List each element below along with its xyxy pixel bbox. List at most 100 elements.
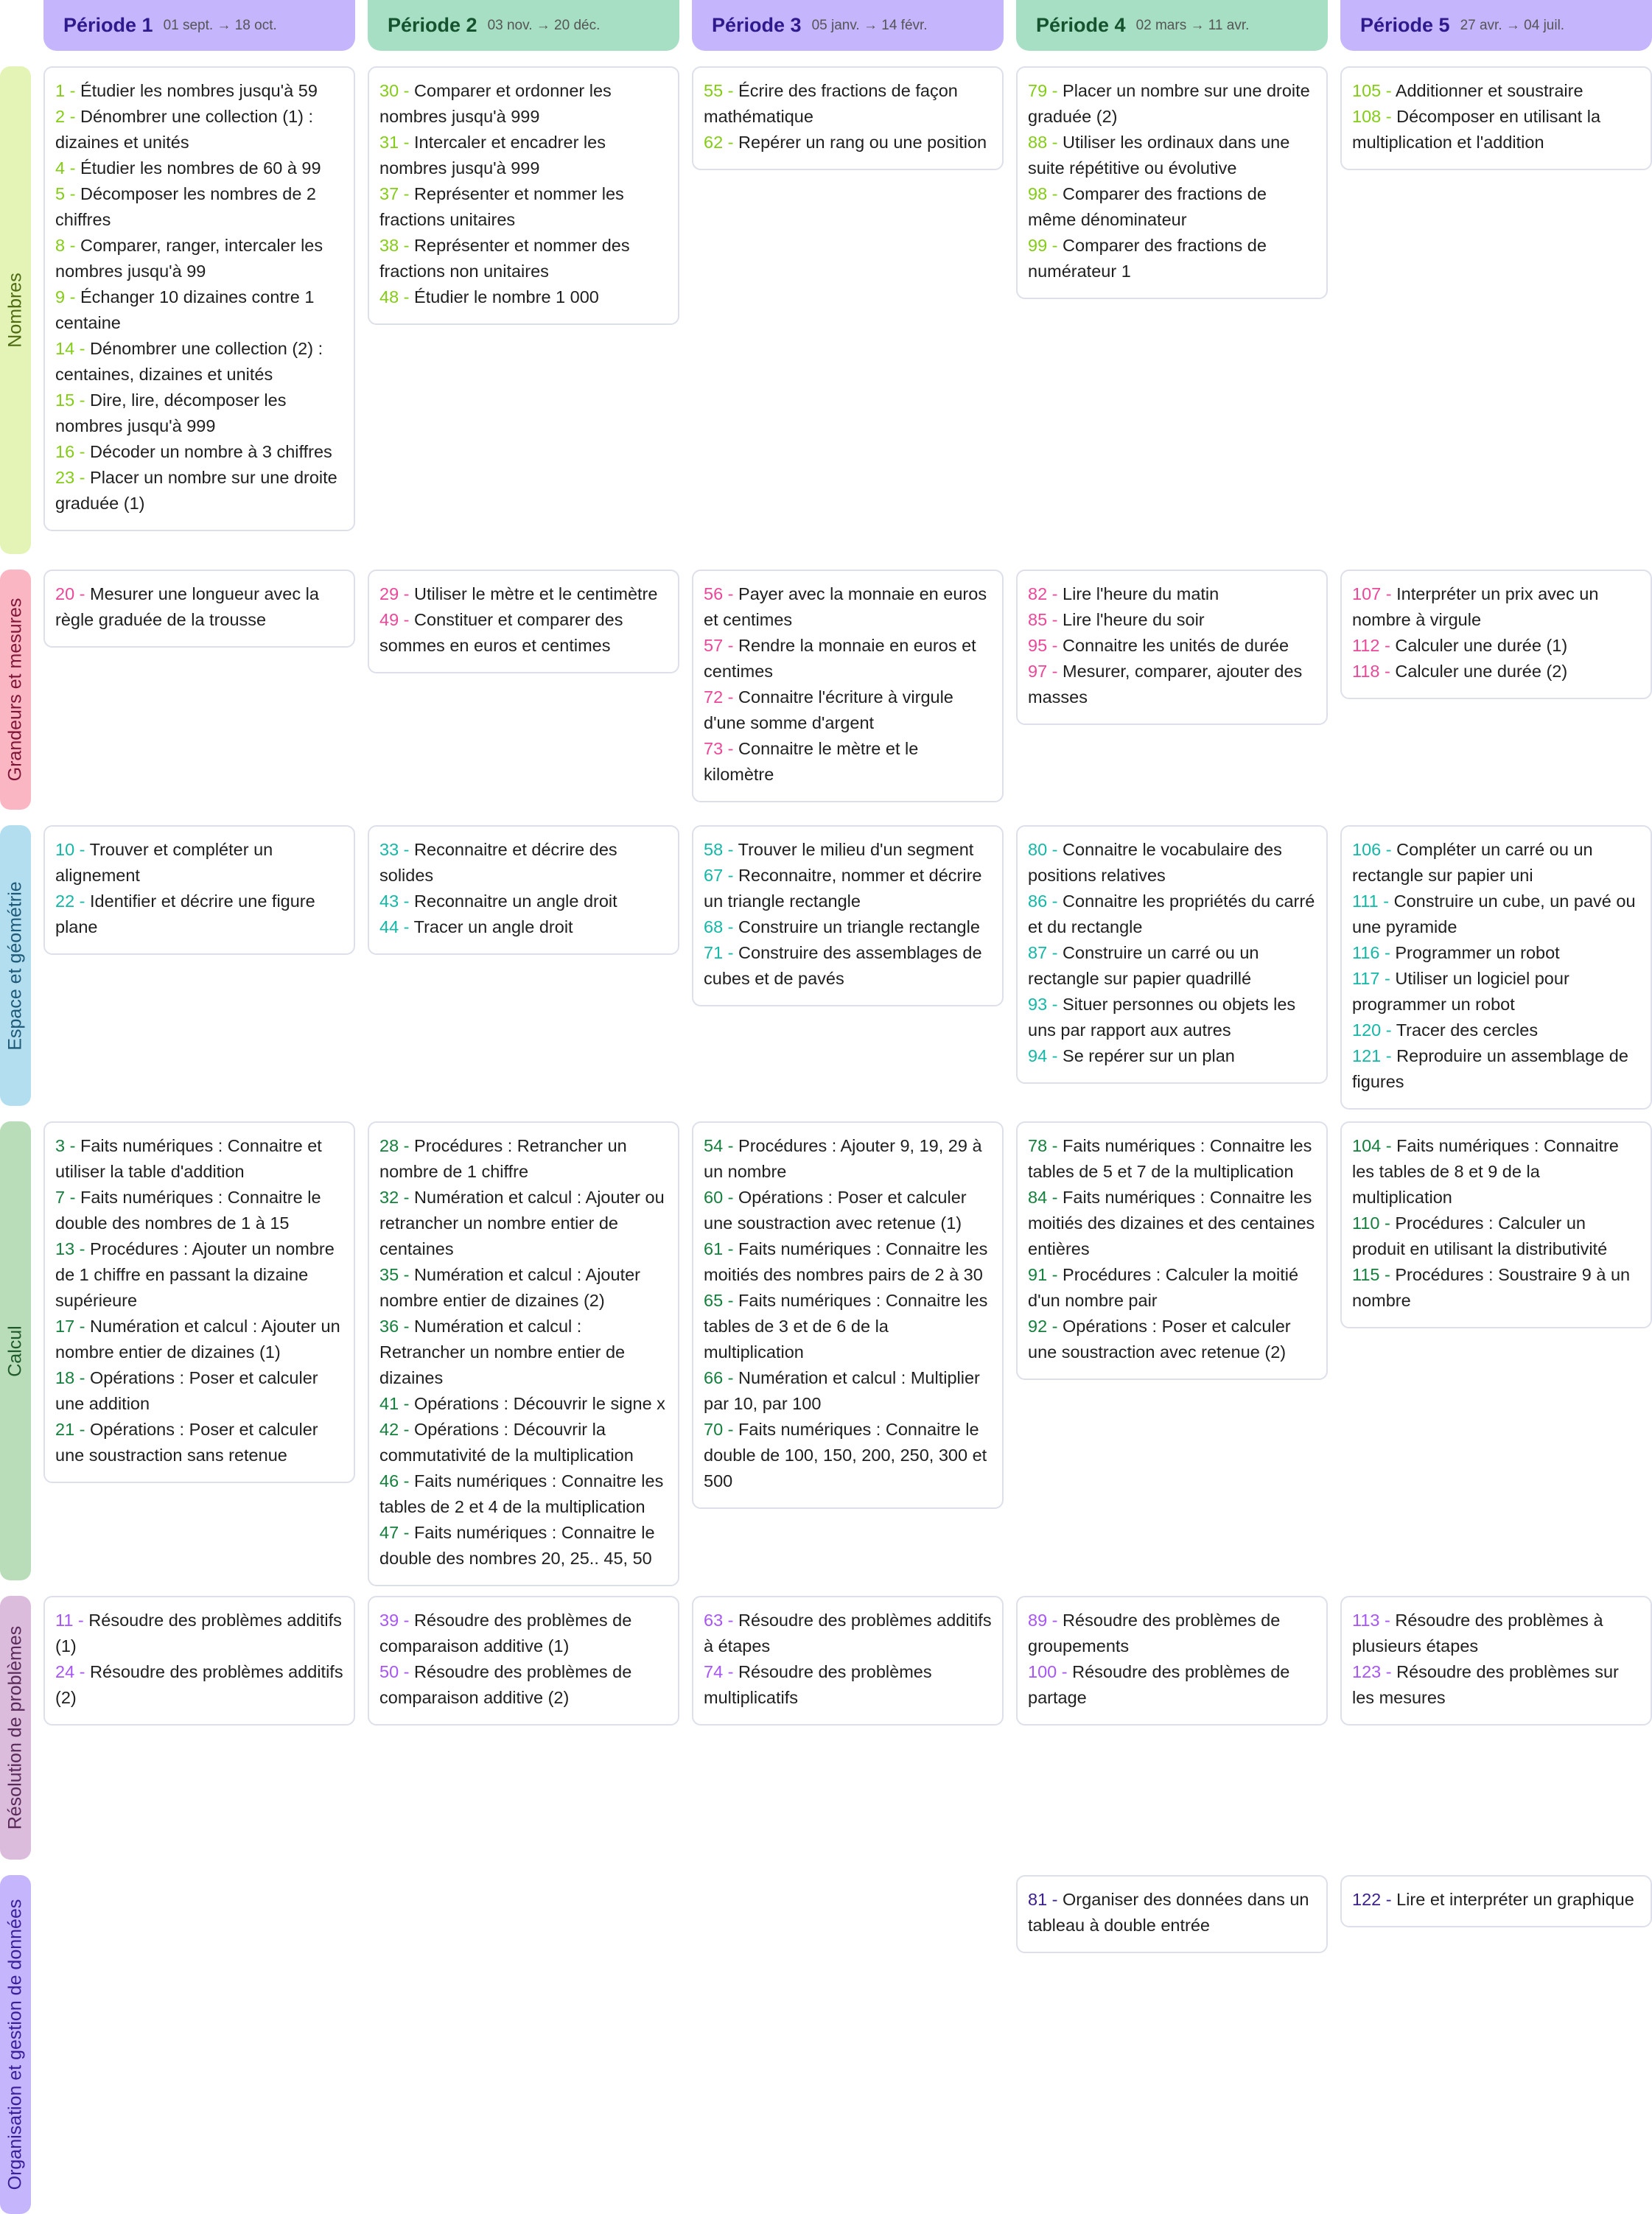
lesson-item[interactable]: 60 - Opérations : Poser et calculer une … xyxy=(704,1185,992,1236)
lesson-item[interactable]: 108 - Décomposer en utilisant la multipl… xyxy=(1352,104,1640,155)
lesson-item[interactable]: 91 - Procédures : Calculer la moitié d'u… xyxy=(1028,1262,1316,1314)
lesson-item[interactable]: 21 - Opérations : Poser et calculer une … xyxy=(55,1417,343,1468)
domain-period-cell: 1 - Étudier les nombres jusqu'à 59 2 - Dé… xyxy=(43,66,355,554)
lesson-item[interactable]: 1 - Étudier les nombres jusqu'à 59 xyxy=(55,78,343,104)
lesson-item[interactable]: 57 - Rendre la monnaie en euros et centi… xyxy=(704,633,992,684)
lesson-item[interactable]: 72 - Connaitre l'écriture à virgule d'un… xyxy=(704,684,992,736)
lesson-item[interactable]: 28 - Procédures : Retrancher un nombre d… xyxy=(379,1133,668,1185)
lesson-item[interactable]: 17 - Numération et calcul : Ajouter un n… xyxy=(55,1314,343,1365)
lesson-item[interactable]: 117 - Utiliser un logiciel pour programm… xyxy=(1352,966,1640,1017)
lesson-item[interactable]: 55 - Écrire des fractions de façon mathé… xyxy=(704,78,992,130)
lesson-item[interactable]: 23 - Placer un nombre sur une droite gra… xyxy=(55,465,343,516)
lesson-item[interactable]: 68 - Construire un triangle rectangle xyxy=(704,914,992,940)
lesson-item[interactable]: 78 - Faits numériques : Connaitre les ta… xyxy=(1028,1133,1316,1185)
lesson-item[interactable]: 104 - Faits numériques : Connaitre les t… xyxy=(1352,1133,1640,1211)
lesson-item[interactable]: 36 - Numération et calcul : Retrancher u… xyxy=(379,1314,668,1391)
lesson-item[interactable]: 8 - Comparer, ranger, intercaler les nom… xyxy=(55,233,343,284)
lesson-item[interactable]: 111 - Construire un cube, un pavé ou une… xyxy=(1352,889,1640,940)
lesson-item[interactable]: 99 - Comparer des fractions de numérateu… xyxy=(1028,233,1316,284)
lesson-item[interactable]: 35 - Numération et calcul : Ajouter nomb… xyxy=(379,1262,668,1314)
lesson-item[interactable]: 110 - Procédures : Calculer un produit e… xyxy=(1352,1211,1640,1262)
lesson-item[interactable]: 32 - Numération et calcul : Ajouter ou r… xyxy=(379,1185,668,1262)
lesson-item[interactable]: 62 - Repérer un rang ou une position xyxy=(704,130,992,155)
lesson-item[interactable]: 47 - Faits numériques : Connaitre le dou… xyxy=(379,1520,668,1572)
lesson-item[interactable]: 38 - Représenter et nommer des fractions… xyxy=(379,233,668,284)
lesson-item[interactable]: 56 - Payer avec la monnaie en euros et c… xyxy=(704,581,992,633)
lesson-item[interactable]: 31 - Intercaler et encadrer les nombres … xyxy=(379,130,668,181)
lesson-item[interactable]: 15 - Dire, lire, décomposer les nombres … xyxy=(55,388,343,439)
lesson-item[interactable]: 13 - Procédures : Ajouter un nombre de 1… xyxy=(55,1236,343,1314)
lesson-item[interactable]: 73 - Connaitre le mètre et le kilomètre xyxy=(704,736,992,788)
lesson-item[interactable]: 66 - Numération et calcul : Multiplier p… xyxy=(704,1365,992,1417)
lesson-item[interactable]: 9 - Échanger 10 dizaines contre 1 centai… xyxy=(55,284,343,336)
lesson-item[interactable]: 71 - Construire des assemblages de cubes… xyxy=(704,940,992,992)
lesson-item[interactable]: 20 - Mesurer une longueur avec la règle … xyxy=(55,581,343,633)
lesson-item[interactable]: 120 - Tracer des cercles xyxy=(1352,1017,1640,1043)
lesson-item[interactable]: 118 - Calculer une durée (2) xyxy=(1352,659,1640,684)
lesson-item[interactable]: 7 - Faits numériques : Connaitre le doub… xyxy=(55,1185,343,1236)
lesson-item[interactable]: 93 - Situer personnes ou objets les uns … xyxy=(1028,992,1316,1043)
lesson-item[interactable]: 81 - Organiser des données dans un table… xyxy=(1028,1887,1316,1938)
lesson-item[interactable]: 42 - Opérations : Découvrir la commutati… xyxy=(379,1417,668,1468)
lesson-item[interactable]: 85 - Lire l'heure du soir xyxy=(1028,607,1316,633)
lesson-item[interactable]: 30 - Comparer et ordonner les nombres ju… xyxy=(379,78,668,130)
lesson-item[interactable]: 43 - Reconnaitre un angle droit xyxy=(379,889,668,914)
lesson-item[interactable]: 61 - Faits numériques : Connaitre les mo… xyxy=(704,1236,992,1288)
lesson-item[interactable]: 2 - Dénombrer une collection (1) : dizai… xyxy=(55,104,343,155)
lesson-item[interactable]: 63 - Résoudre des problèmes additifs à é… xyxy=(704,1608,992,1659)
lesson-item[interactable]: 84 - Faits numériques : Connaitre les mo… xyxy=(1028,1185,1316,1262)
lesson-item[interactable]: 29 - Utiliser le mètre et le centimètre xyxy=(379,581,668,607)
lesson-item[interactable]: 113 - Résoudre des problèmes à plusieurs… xyxy=(1352,1608,1640,1659)
lesson-item[interactable]: 98 - Comparer des fractions de même déno… xyxy=(1028,181,1316,233)
lesson-item[interactable]: 107 - Interpréter un prix avec un nombre… xyxy=(1352,581,1640,633)
lesson-item[interactable]: 122 - Lire et interpréter un graphique xyxy=(1352,1887,1640,1913)
lesson-item[interactable]: 70 - Faits numériques : Connaitre le dou… xyxy=(704,1417,992,1494)
lesson-title: Faits numériques : Connaitre les tables … xyxy=(704,1291,988,1362)
lesson-separator: - xyxy=(1381,1046,1397,1065)
lesson-item[interactable]: 123 - Résoudre des problèmes sur les mes… xyxy=(1352,1659,1640,1711)
lesson-item[interactable]: 95 - Connaitre les unités de durée xyxy=(1028,633,1316,659)
lesson-item[interactable]: 74 - Résoudre des problèmes multiplicati… xyxy=(704,1659,992,1711)
lesson-item[interactable]: 24 - Résoudre des problèmes additifs (2) xyxy=(55,1659,343,1711)
lesson-item[interactable]: 97 - Mesurer, comparer, ajouter des mass… xyxy=(1028,659,1316,710)
lesson-item[interactable]: 14 - Dénombrer une collection (2) : cent… xyxy=(55,336,343,388)
lesson-item[interactable]: 46 - Faits numériques : Connaitre les ta… xyxy=(379,1468,668,1520)
lesson-item[interactable]: 82 - Lire l'heure du matin xyxy=(1028,581,1316,607)
lesson-item[interactable]: 121 - Reproduire un assemblage de figure… xyxy=(1352,1043,1640,1095)
lesson-item[interactable]: 100 - Résoudre des problèmes de partage xyxy=(1028,1659,1316,1711)
lesson-item[interactable]: 3 - Faits numériques : Connaitre et util… xyxy=(55,1133,343,1185)
lesson-item[interactable]: 50 - Résoudre des problèmes de comparais… xyxy=(379,1659,668,1711)
lesson-item[interactable]: 54 - Procédures : Ajouter 9, 19, 29 à un… xyxy=(704,1133,992,1185)
lesson-item[interactable]: 18 - Opérations : Poser et calculer une … xyxy=(55,1365,343,1417)
lesson-item[interactable]: 49 - Constituer et comparer des sommes e… xyxy=(379,607,668,659)
lesson-item[interactable]: 39 - Résoudre des problèmes de comparais… xyxy=(379,1608,668,1659)
lesson-card: 30 - Comparer et ordonner les nombres ju… xyxy=(368,66,679,325)
lesson-item[interactable]: 88 - Utiliser les ordinaux dans une suit… xyxy=(1028,130,1316,181)
lesson-item[interactable]: 65 - Faits numériques : Connaitre les ta… xyxy=(704,1288,992,1365)
lesson-item[interactable]: 94 - Se repérer sur un plan xyxy=(1028,1043,1316,1069)
lesson-item[interactable]: 33 - Reconnaitre et décrire des solides xyxy=(379,837,668,889)
lesson-item[interactable]: 89 - Résoudre des problèmes de groupemen… xyxy=(1028,1608,1316,1659)
lesson-item[interactable]: 16 - Décoder un nombre à 3 chiffres xyxy=(55,439,343,465)
lesson-item[interactable]: 41 - Opérations : Découvrir le signe x xyxy=(379,1391,668,1417)
lesson-item[interactable]: 112 - Calculer une durée (1) xyxy=(1352,633,1640,659)
lesson-item[interactable]: 44 - Tracer un angle droit xyxy=(379,914,668,940)
lesson-item[interactable]: 67 - Reconnaitre, nommer et décrire un t… xyxy=(704,863,992,914)
lesson-item[interactable]: 58 - Trouver le milieu d'un segment xyxy=(704,837,992,863)
lesson-item[interactable]: 4 - Étudier les nombres de 60 à 99 xyxy=(55,155,343,181)
lesson-item[interactable]: 11 - Résoudre des problèmes additifs (1) xyxy=(55,1608,343,1659)
lesson-item[interactable]: 115 - Procédures : Soustraire 9 à un nom… xyxy=(1352,1262,1640,1314)
lesson-item[interactable]: 92 - Opérations : Poser et calculer une … xyxy=(1028,1314,1316,1365)
lesson-item[interactable]: 87 - Construire un carré ou un rectangle… xyxy=(1028,940,1316,992)
lesson-item[interactable]: 105 - Additionner et soustraire xyxy=(1352,78,1640,104)
lesson-item[interactable]: 48 - Étudier le nombre 1 000 xyxy=(379,284,668,310)
lesson-item[interactable]: 86 - Connaitre les propriétés du carré e… xyxy=(1028,889,1316,940)
lesson-item[interactable]: 80 - Connaitre le vocabulaire des positi… xyxy=(1028,837,1316,889)
lesson-item[interactable]: 37 - Représenter et nommer les fractions… xyxy=(379,181,668,233)
lesson-item[interactable]: 79 - Placer un nombre sur une droite gra… xyxy=(1028,78,1316,130)
lesson-item[interactable]: 106 - Compléter un carré ou un rectangle… xyxy=(1352,837,1640,889)
lesson-item[interactable]: 10 - Trouver et compléter un alignement xyxy=(55,837,343,889)
lesson-item[interactable]: 5 - Décomposer les nombres de 2 chiffres xyxy=(55,181,343,233)
lesson-item[interactable]: 22 - Identifier et décrire une figure pl… xyxy=(55,889,343,940)
lesson-item[interactable]: 116 - Programmer un robot xyxy=(1352,940,1640,966)
